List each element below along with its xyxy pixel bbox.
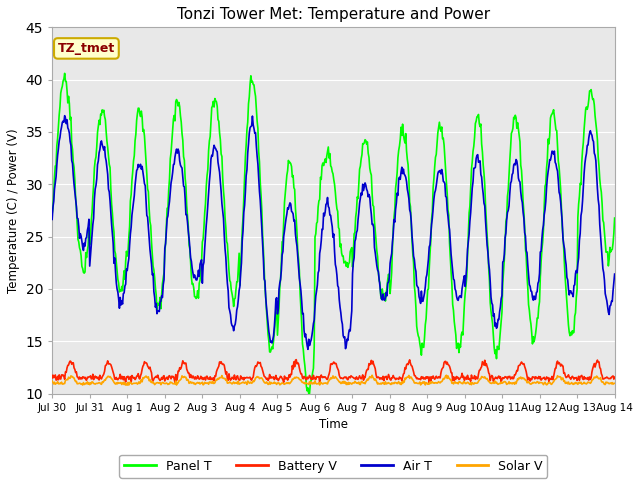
Solar V (124, 382, 131, 388)
Battery V (58, 372, 66, 378)
Battery V (292, 357, 300, 362)
Air T (117, 302, 125, 308)
Solar V (116, 380, 124, 385)
Legend: Panel T, Battery V, Air T, Solar V: Panel T, Battery V, Air T, Solar V (120, 455, 547, 478)
Solar V (174, 380, 182, 386)
Air T (420, 294, 428, 300)
Battery V (48, 375, 56, 381)
Battery V (116, 372, 124, 377)
Air T (58, 120, 66, 125)
Line: Battery V: Battery V (52, 360, 614, 383)
Panel T (403, 156, 411, 162)
X-axis label: Time: Time (319, 418, 348, 431)
Battery V (403, 362, 410, 368)
Panel T (420, 345, 428, 350)
Solar V (443, 372, 451, 378)
Panel T (305, 391, 312, 396)
Battery V (426, 380, 433, 385)
Line: Air T: Air T (52, 116, 614, 349)
Text: TZ_tmet: TZ_tmet (58, 42, 115, 55)
Panel T (611, 215, 618, 221)
Y-axis label: Temperature (C) / Power (V): Temperature (C) / Power (V) (7, 128, 20, 293)
Panel T (48, 211, 56, 216)
Battery V (419, 374, 427, 380)
Solar V (611, 381, 618, 386)
Panel T (174, 103, 182, 109)
Air T (611, 271, 618, 277)
Panel T (204, 167, 212, 172)
Solar V (48, 378, 56, 384)
Battery V (204, 373, 211, 379)
Panel T (61, 71, 68, 76)
Line: Panel T: Panel T (52, 73, 614, 394)
Air T (304, 347, 312, 352)
Battery V (173, 375, 181, 381)
Air T (204, 202, 212, 207)
Panel T (117, 288, 125, 294)
Line: Solar V: Solar V (52, 375, 614, 385)
Air T (48, 216, 56, 222)
Title: Tonzi Tower Met: Temperature and Power: Tonzi Tower Met: Temperature and Power (177, 7, 490, 22)
Solar V (204, 380, 212, 386)
Solar V (419, 379, 427, 385)
Air T (61, 113, 68, 119)
Battery V (611, 374, 618, 380)
Solar V (403, 374, 410, 380)
Panel T (58, 84, 66, 89)
Air T (174, 146, 182, 152)
Solar V (58, 381, 66, 387)
Air T (403, 186, 411, 192)
